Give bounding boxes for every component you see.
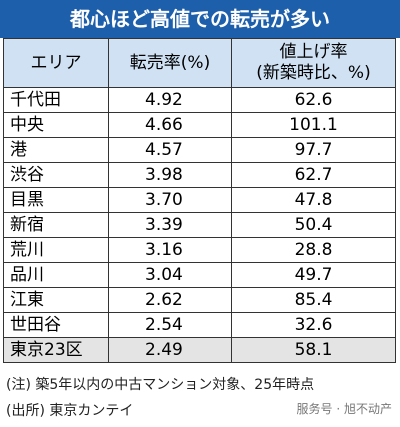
table-cell: 62.7: [231, 162, 396, 188]
table-row: 新宿 3.39 50.4: [3, 212, 396, 238]
table-cell: 4.66: [108, 112, 232, 138]
table-cell: 2.62: [108, 287, 232, 313]
table-cell: 101.1: [231, 112, 396, 138]
table-cell: 97.7: [231, 137, 396, 163]
table-cell: 千代田: [3, 87, 109, 113]
table-cell: 3.04: [108, 262, 232, 288]
note: (注) 築5年以内の中古マンション対象、25年時点: [6, 377, 315, 393]
watermark: 服务号 · 旭不动产: [296, 402, 392, 416]
title: 都心ほど高値での転売が多い: [0, 0, 400, 38]
table-row: 江東 2.62 85.4: [3, 287, 396, 313]
table-cell: 85.4: [231, 287, 396, 313]
table-cell: 58.1: [231, 337, 396, 363]
table-row: 中央 4.66 101.1: [3, 112, 396, 138]
table-cell: 荒川: [3, 237, 109, 263]
table-cell: 目黒: [3, 187, 109, 213]
table: エリア 転売率(%) 値上げ率 (新築時比、%) 千代田 4.92 62.6 中央 4.6…: [3, 38, 396, 363]
header-line: 値上げ率: [279, 42, 348, 62]
table-cell: 49.7: [231, 262, 396, 288]
source: (出所) 東京カンテイ: [6, 403, 134, 419]
column-header: 値上げ率 (新築時比、%): [231, 38, 396, 88]
table-cell: 2.54: [108, 312, 232, 338]
table-cell: 品川: [3, 262, 109, 288]
table-row: 世田谷 2.54 32.6: [3, 312, 396, 338]
table-row: 港 4.57 97.7: [3, 137, 396, 163]
table-cell: 3.16: [108, 237, 232, 263]
table-cell: 世田谷: [3, 312, 109, 338]
table-row: 渋谷 3.98 62.7: [3, 162, 396, 188]
table-row: 東京23区 2.49 58.1: [3, 337, 396, 363]
table-cell: 62.6: [231, 87, 396, 113]
header-row: エリア 転売率(%) 値上げ率 (新築時比、%): [3, 38, 396, 88]
table-cell: 東京23区: [3, 337, 109, 363]
table-cell: 2.49: [108, 337, 232, 363]
table-cell: 3.39: [108, 212, 232, 238]
table-cell: 新宿: [3, 212, 109, 238]
table-row: 目黒 3.70 47.8: [3, 187, 396, 213]
table-cell: 50.4: [231, 212, 396, 238]
table-cell: 28.8: [231, 237, 396, 263]
table-row: 荒川 3.16 28.8: [3, 237, 396, 263]
table-row: 千代田 4.92 62.6: [3, 87, 396, 113]
table-cell: 4.57: [108, 137, 232, 163]
column-header: 転売率(%): [108, 38, 232, 88]
table-cell: 港: [3, 137, 109, 163]
header-line: (新築時比、%): [256, 63, 371, 83]
table-cell: 江東: [3, 287, 109, 313]
table-cell: 47.8: [231, 187, 396, 213]
table-cell: 3.70: [108, 187, 232, 213]
table-cell: 渋谷: [3, 162, 109, 188]
table-cell: 4.92: [108, 87, 232, 113]
column-header: エリア: [3, 38, 109, 88]
table-cell: 中央: [3, 112, 109, 138]
table-cell: 3.98: [108, 162, 232, 188]
table-cell: 32.6: [231, 312, 396, 338]
table-row: 品川 3.04 49.7: [3, 262, 396, 288]
